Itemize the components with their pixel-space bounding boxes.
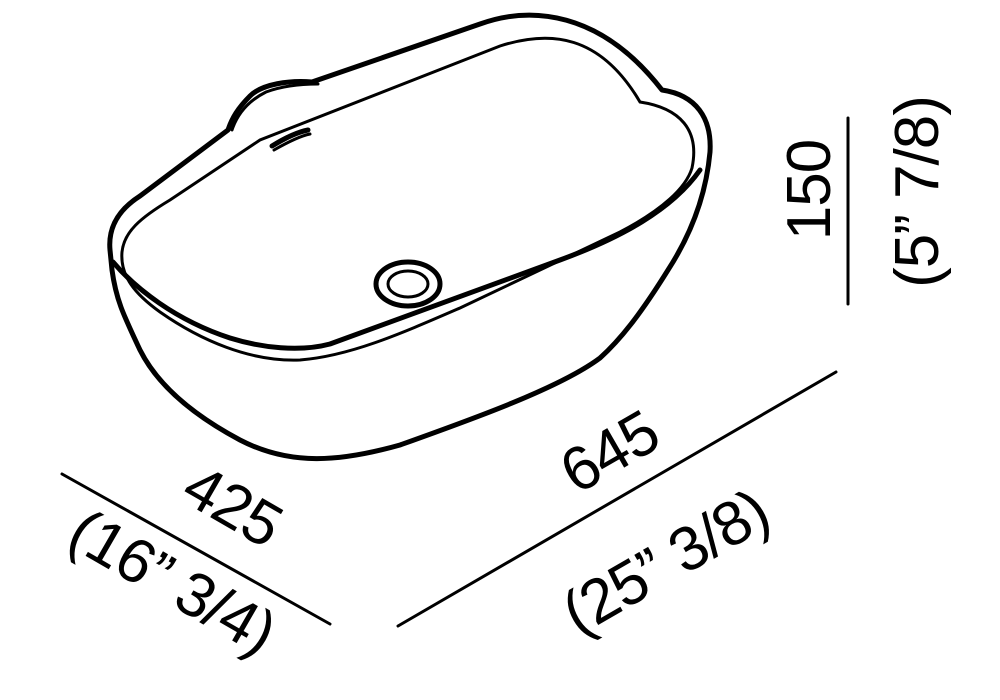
drain-icon [373,259,443,309]
basin-outer-body [107,12,713,462]
basin-rim-edge [110,167,703,351]
height-inches-label: (5” 7/8) [883,96,952,288]
overflow-tab [230,82,320,132]
width-mm-label: 645 [549,397,670,507]
basin-inner-bowl [120,36,696,362]
overflow-slot-icon [269,127,311,149]
height-mm-label: 150 [775,140,844,240]
depth-dimension-line [60,472,332,626]
width-dimension-line [396,370,838,628]
washbasin-outline-icon [107,12,713,462]
overflow-slot-shadow [272,132,312,152]
